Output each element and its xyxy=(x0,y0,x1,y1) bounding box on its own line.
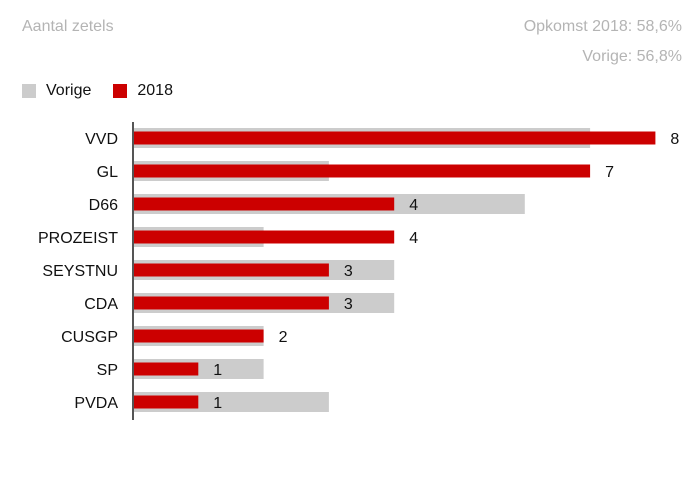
category-label-d66: D66 xyxy=(89,197,118,214)
chart-legend: Vorige 2018 xyxy=(22,82,195,100)
turnout-previous: Vorige: 56,8% xyxy=(582,48,682,65)
bar-2018-cusgp xyxy=(133,329,264,343)
bar-2018-prozeist xyxy=(133,230,395,244)
bar-2018-pvda xyxy=(133,395,199,409)
data-label-gl: 7 xyxy=(605,164,614,181)
data-label-vvd: 8 xyxy=(670,131,679,148)
data-label-pvda: 1 xyxy=(213,395,222,412)
category-label-prozeist: PROZEIST xyxy=(38,230,118,247)
data-label-prozeist: 4 xyxy=(409,230,418,247)
legend-label-vorige: Vorige xyxy=(46,82,92,99)
data-label-sp: 1 xyxy=(213,362,222,379)
bar-2018-sp xyxy=(133,362,199,376)
data-label-cda: 3 xyxy=(344,296,353,313)
category-label-sp: SP xyxy=(97,362,118,379)
legend-swatch-vorige xyxy=(22,84,36,98)
data-label-d66: 4 xyxy=(409,197,418,214)
category-label-seystnu: SEYSTNU xyxy=(42,263,118,280)
legend-item-2018: 2018 xyxy=(113,82,173,100)
bar-2018-vvd xyxy=(133,131,656,145)
category-label-cda: CDA xyxy=(84,296,118,313)
bar-2018-gl xyxy=(133,164,591,178)
turnout-current: Opkomst 2018: 58,6% xyxy=(523,18,682,35)
chart-title: Aantal zetels xyxy=(22,18,114,35)
legend-swatch-2018 xyxy=(113,84,128,98)
category-label-gl: GL xyxy=(97,164,118,181)
legend-item-vorige: Vorige xyxy=(22,82,91,100)
category-label-vvd: VVD xyxy=(85,131,118,148)
legend-label-2018: 2018 xyxy=(137,82,173,99)
category-label-cusgp: CUSGP xyxy=(61,329,118,346)
bar-2018-d66 xyxy=(133,197,395,211)
data-label-cusgp: 2 xyxy=(279,329,288,346)
bar-2018-cda xyxy=(133,296,329,310)
category-label-pvda: PVDA xyxy=(74,395,118,412)
data-label-seystnu: 3 xyxy=(344,263,353,280)
bar-2018-seystnu xyxy=(133,263,329,277)
